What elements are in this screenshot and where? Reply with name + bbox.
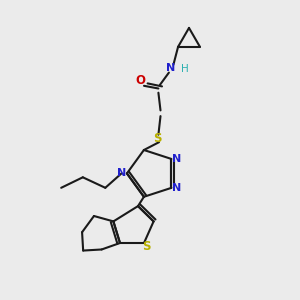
Text: N: N bbox=[172, 183, 181, 193]
Text: N: N bbox=[117, 168, 126, 178]
Text: O: O bbox=[135, 74, 145, 88]
Text: S: S bbox=[142, 240, 151, 253]
Text: N: N bbox=[167, 63, 176, 74]
Text: N: N bbox=[172, 154, 181, 164]
Text: S: S bbox=[153, 132, 162, 145]
Text: H: H bbox=[181, 64, 188, 74]
